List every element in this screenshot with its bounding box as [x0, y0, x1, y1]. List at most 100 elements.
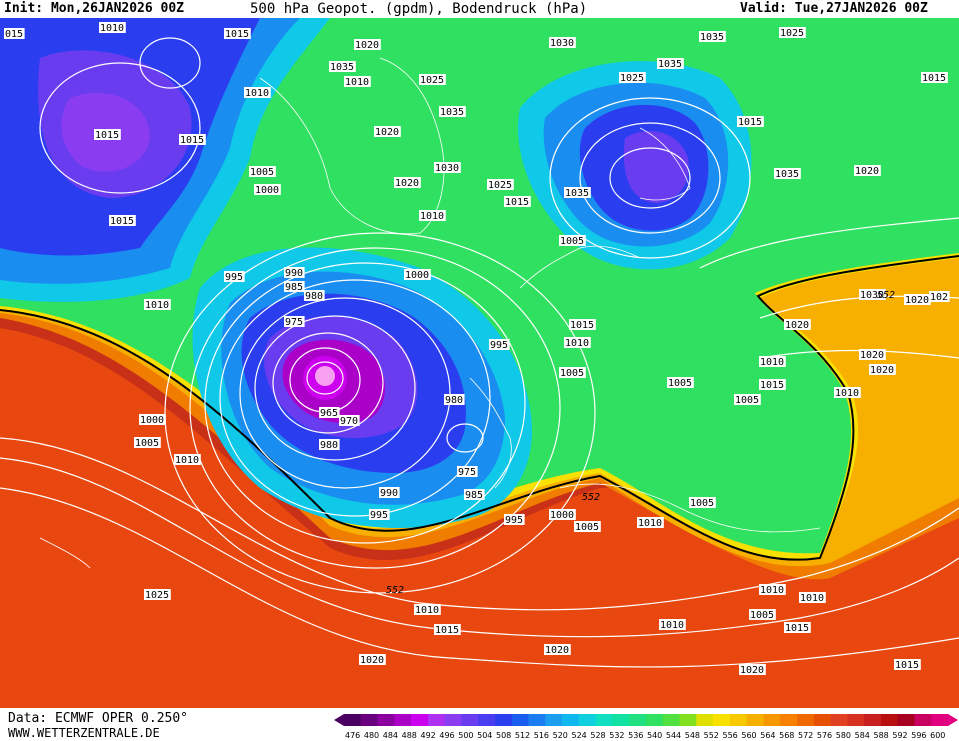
- legend-tick-label: 552: [704, 731, 719, 740]
- init-time-label: Init: Mon,26JAN2026 00Z: [4, 1, 185, 16]
- isobar-label-bg: [799, 592, 826, 603]
- chart-title: 500 hPa Geopot. (gpdm), Bodendruck (hPa): [250, 1, 588, 17]
- isobar-label: 1030: [860, 290, 884, 301]
- legend-tick-label: 492: [421, 731, 436, 740]
- field-center-low: [315, 366, 335, 386]
- isobar-label-bg: [99, 22, 126, 33]
- isobar-label: 1020: [785, 320, 809, 331]
- isobar-label-bg: [414, 604, 441, 615]
- isobar-label-bg: [444, 394, 465, 405]
- isobar-label-bg: [284, 316, 305, 327]
- isobar-label: 970: [340, 416, 358, 427]
- legend-swatch: [595, 714, 613, 726]
- isobar-label-bg: [4, 28, 25, 39]
- isobar-label-bg: [487, 179, 514, 190]
- isobar-label-bg: [854, 165, 881, 176]
- geopot-label: 552: [386, 585, 404, 596]
- legend-swatch: [679, 714, 697, 726]
- legend-swatch: [511, 714, 530, 726]
- isobar-label: 1010: [245, 88, 269, 99]
- isobar-label: 995: [370, 510, 388, 521]
- isobar-label-bg: [689, 497, 716, 508]
- isobar-label: 1015: [895, 660, 919, 671]
- isobar-label-bg: [784, 319, 811, 330]
- legend-swatch: [847, 714, 865, 726]
- isobar-label-bg: [559, 235, 586, 246]
- isobar-label-bg: [319, 439, 340, 450]
- legend-tick-label: 564: [760, 731, 775, 740]
- isobar-label-bg: [699, 31, 726, 42]
- isobar-label-bg: [657, 58, 684, 69]
- isobar-label: 995: [225, 272, 243, 283]
- legend-swatch: [830, 714, 848, 726]
- isobar-label-bg: [354, 39, 381, 50]
- isobar-label-bg: [894, 659, 921, 670]
- isobar-label-bg: [457, 466, 478, 477]
- legend-swatch: [696, 714, 714, 726]
- legend-swatch: [377, 714, 395, 726]
- isobar-label-bg: [94, 129, 121, 140]
- isobar-label-bg: [254, 184, 281, 195]
- isobar-label: 1010: [800, 593, 824, 604]
- isobar-label: 1020: [860, 350, 884, 361]
- isobar-label: 1015: [95, 130, 119, 141]
- isobar-label: 1030: [435, 163, 459, 174]
- isobar-label-bg: [434, 624, 461, 635]
- isobar-label: 1005: [560, 368, 584, 379]
- isobar-label-bg: [139, 414, 166, 425]
- isobar-label-bg: [667, 377, 694, 388]
- isobar-label-bg: [304, 290, 325, 301]
- isobar-label-bg: [504, 514, 525, 525]
- isobar-label-bg: [244, 87, 271, 98]
- isobar-label: 1010: [760, 585, 784, 596]
- geopot-label: 552: [877, 290, 895, 301]
- legend-tick-label: 504: [477, 731, 492, 740]
- isobar-label: 990: [380, 488, 398, 499]
- isobar-label-bg: [374, 126, 401, 137]
- isobar-label: 995: [490, 340, 508, 351]
- isobar-label: 1010: [415, 605, 439, 616]
- isobar-label-bg: [344, 76, 371, 87]
- isobar-label-bg: [489, 339, 510, 350]
- legend-swatch: [662, 714, 681, 726]
- legend-swatch: [746, 714, 764, 726]
- isobar-label: 1020: [870, 365, 894, 376]
- geopot-labels: 552 552 552: [386, 290, 895, 596]
- isobar-label: 990: [285, 268, 303, 279]
- isobar-label: 1025: [488, 180, 512, 191]
- isobar-label-bg: [339, 415, 360, 426]
- legend-swatch: [880, 714, 899, 726]
- legend-tick-label: 500: [458, 731, 473, 740]
- isobar-label: 1000: [140, 415, 164, 426]
- isobar-label: 1015: [785, 623, 809, 634]
- isobar-label-bg: [779, 27, 806, 38]
- isobar-label: 985: [285, 282, 303, 293]
- legend-swatch: [444, 714, 462, 726]
- isobar-label-bg: [637, 517, 664, 528]
- isobar-label-bg: [859, 289, 886, 300]
- isobar-label-bg: [564, 337, 591, 348]
- legend-swatch: [914, 714, 932, 726]
- isobar-label-bg: [109, 215, 136, 226]
- isobar-label-bg: [759, 356, 786, 367]
- legend-tick-label: 588: [874, 731, 889, 740]
- isobar-label-bg: [144, 299, 171, 310]
- isobar-label: 1005: [135, 438, 159, 449]
- isobar-label-bg: [929, 291, 950, 302]
- isobar-label-bg: [174, 454, 201, 465]
- isobar-label: 1015: [738, 117, 762, 128]
- isobar-label-bg: [737, 116, 764, 127]
- isobar-label: 1015: [180, 135, 204, 146]
- isobar-label: 1010: [638, 518, 662, 529]
- legend-swatch: [360, 714, 379, 726]
- isobar-label-bg: [559, 367, 586, 378]
- isobar-label: 1015: [922, 73, 946, 84]
- website-label: WWW.WETTERZENTRALE.DE: [8, 726, 160, 740]
- legend-swatch: [713, 714, 731, 726]
- isobar-label: 1005: [750, 610, 774, 621]
- legend-swatch: [562, 714, 580, 726]
- isobar-label-bg: [564, 187, 591, 198]
- isobar-label: 1035: [440, 107, 464, 118]
- isobar-label: 1010: [145, 300, 169, 311]
